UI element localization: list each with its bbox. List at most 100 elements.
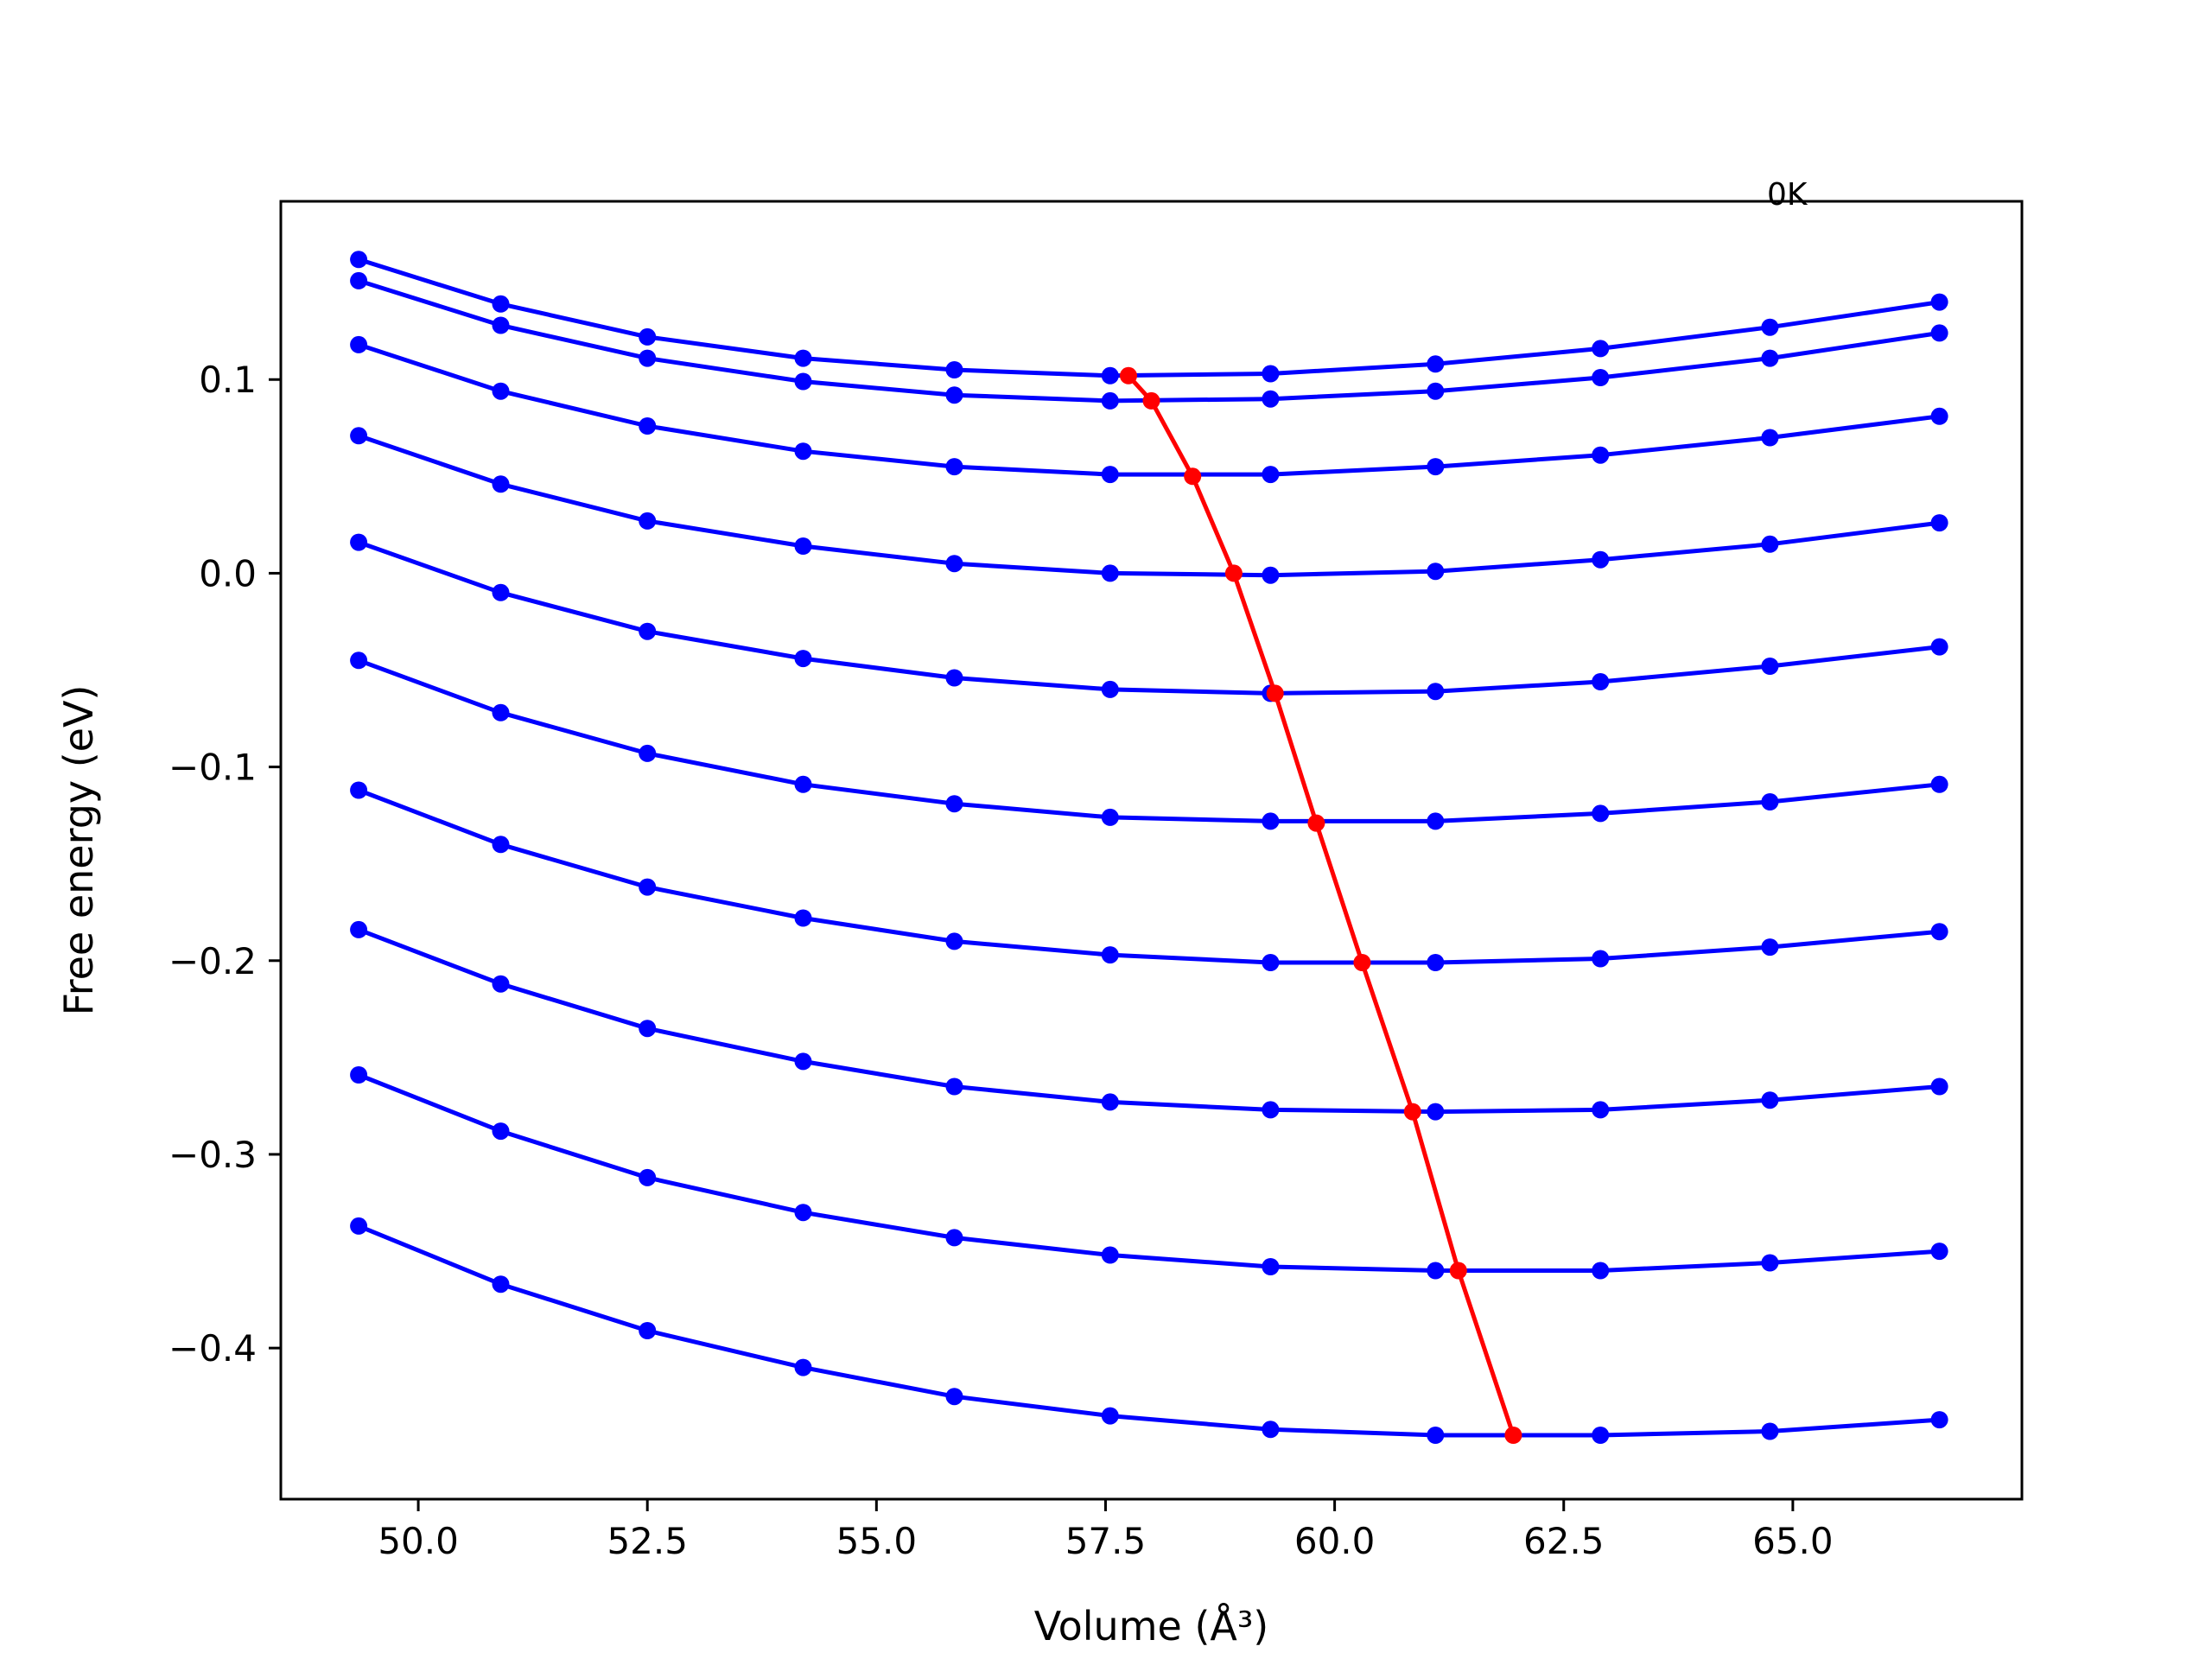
series-7-point xyxy=(1930,923,1948,941)
series-9-point xyxy=(1930,1243,1948,1261)
series-4-point xyxy=(350,427,368,445)
series-2-point xyxy=(794,372,812,391)
series-5-point xyxy=(492,583,510,601)
series-3-point xyxy=(1262,466,1280,484)
series-2-point xyxy=(492,316,510,334)
series-6-point xyxy=(1427,812,1445,830)
series-9-point xyxy=(1262,1258,1280,1275)
series-1-point xyxy=(350,251,368,269)
minimum-point xyxy=(1184,467,1202,486)
y-tick-label: −0.2 xyxy=(168,940,257,982)
series-5-point xyxy=(1101,680,1119,698)
series-4-point xyxy=(1761,535,1779,553)
series-9-point xyxy=(639,1168,657,1186)
series-7-point xyxy=(350,781,368,799)
x-tick-label: 62.5 xyxy=(1523,1520,1605,1562)
series-10-point xyxy=(1930,1411,1948,1429)
series-5-point xyxy=(1592,673,1610,690)
series-10-point xyxy=(1262,1421,1280,1439)
series-1-point xyxy=(1101,366,1119,385)
series-7-point xyxy=(1592,950,1610,968)
x-tick-label: 50.0 xyxy=(378,1520,459,1562)
series-4-point xyxy=(1101,564,1119,582)
series-6-point xyxy=(1930,775,1948,793)
series-5-point xyxy=(945,669,963,687)
series-4-point xyxy=(945,555,963,573)
series-5-point xyxy=(639,622,657,640)
series-3-point xyxy=(350,335,368,353)
series-2-point xyxy=(1262,390,1280,408)
series-1-point xyxy=(945,361,963,378)
x-tick-label: 65.0 xyxy=(1752,1520,1834,1562)
series-8-point xyxy=(794,1052,812,1071)
series-3-point xyxy=(639,417,657,435)
series-8-point xyxy=(945,1077,963,1096)
minimum-point xyxy=(1504,1427,1522,1444)
series-5-point xyxy=(1761,658,1779,675)
series-6-point xyxy=(639,744,657,762)
series-8-point xyxy=(1592,1101,1610,1119)
series-7-point xyxy=(492,836,510,854)
series-5-point xyxy=(1930,638,1948,656)
series-9-point xyxy=(1592,1262,1610,1280)
minimum-line-layer xyxy=(1120,366,1522,1444)
series-3-point xyxy=(1427,458,1445,476)
series-10-point xyxy=(1101,1407,1119,1425)
series-4-point xyxy=(794,537,812,555)
series-4-point xyxy=(1592,550,1610,569)
minimum-point xyxy=(1224,564,1243,582)
series-8-point xyxy=(639,1020,657,1038)
x-tick-label: 52.5 xyxy=(607,1520,688,1562)
series-3-point xyxy=(1101,466,1119,484)
series-1-point xyxy=(1592,340,1610,358)
series-5-point xyxy=(794,650,812,668)
series-3-point xyxy=(492,382,510,400)
series-5-point xyxy=(1427,683,1445,701)
series-10-point xyxy=(1761,1422,1779,1440)
series-8-point xyxy=(1101,1093,1119,1111)
series-6-point xyxy=(492,703,510,721)
series-2-point xyxy=(945,386,963,404)
x-tick-label: 57.5 xyxy=(1065,1520,1147,1562)
series-9-point xyxy=(1101,1246,1119,1264)
series-1-point xyxy=(1262,365,1280,383)
series-1-point xyxy=(492,295,510,313)
series-4-point xyxy=(1930,514,1948,532)
series-9-point xyxy=(945,1229,963,1247)
series-3-point xyxy=(794,442,812,461)
series-layer xyxy=(350,251,1948,1444)
series-2-point xyxy=(1101,391,1119,410)
tick-layer: 50.0 52.5 55.0 57.5 60.0 62.5 65.0 0.1 0.0 −0.1 −0… xyxy=(168,359,1834,1562)
series-10-point xyxy=(945,1388,963,1406)
minimum-point xyxy=(1120,366,1137,385)
minimum-point xyxy=(1266,684,1284,702)
series-2-point xyxy=(1427,382,1445,400)
y-tick-label: −0.4 xyxy=(168,1327,257,1370)
series-3-point xyxy=(945,458,963,476)
series-6-point xyxy=(1262,812,1280,830)
series-5-point xyxy=(350,533,368,551)
series-1-point xyxy=(1761,318,1779,336)
y-tick-label: −0.1 xyxy=(168,747,257,789)
series-2-point xyxy=(350,271,368,289)
series-8-point xyxy=(1930,1077,1948,1096)
series-6-point xyxy=(1592,804,1610,823)
y-tick-label: −0.3 xyxy=(168,1134,257,1176)
series-6-point xyxy=(794,775,812,793)
series-6-point xyxy=(1101,808,1119,826)
series-6-point xyxy=(1761,793,1779,810)
series-1-point xyxy=(1427,355,1445,373)
temperature-annotation: 0K xyxy=(1767,177,1808,213)
series-8-point xyxy=(350,920,368,938)
series-8-point xyxy=(1427,1103,1445,1121)
series-7-point xyxy=(1761,938,1779,957)
series-10-point xyxy=(350,1217,368,1235)
series-10-point xyxy=(639,1322,657,1339)
series-1-point xyxy=(1930,293,1948,311)
y-tick-label: 0.0 xyxy=(199,552,257,594)
series-10-point xyxy=(794,1358,812,1376)
series-2-point xyxy=(1592,369,1610,386)
series-2-point xyxy=(1930,324,1948,342)
